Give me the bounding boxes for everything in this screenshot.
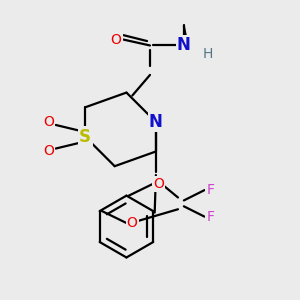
Text: O: O [127,216,137,230]
Text: H: H [202,47,213,61]
Text: O: O [111,33,122,46]
Text: F: F [206,183,214,197]
Text: O: O [43,145,54,158]
Text: O: O [153,177,164,191]
Text: S: S [79,128,91,146]
Text: O: O [43,115,54,129]
Text: F: F [206,210,214,224]
Text: N: N [149,113,163,131]
Text: N: N [177,37,191,55]
